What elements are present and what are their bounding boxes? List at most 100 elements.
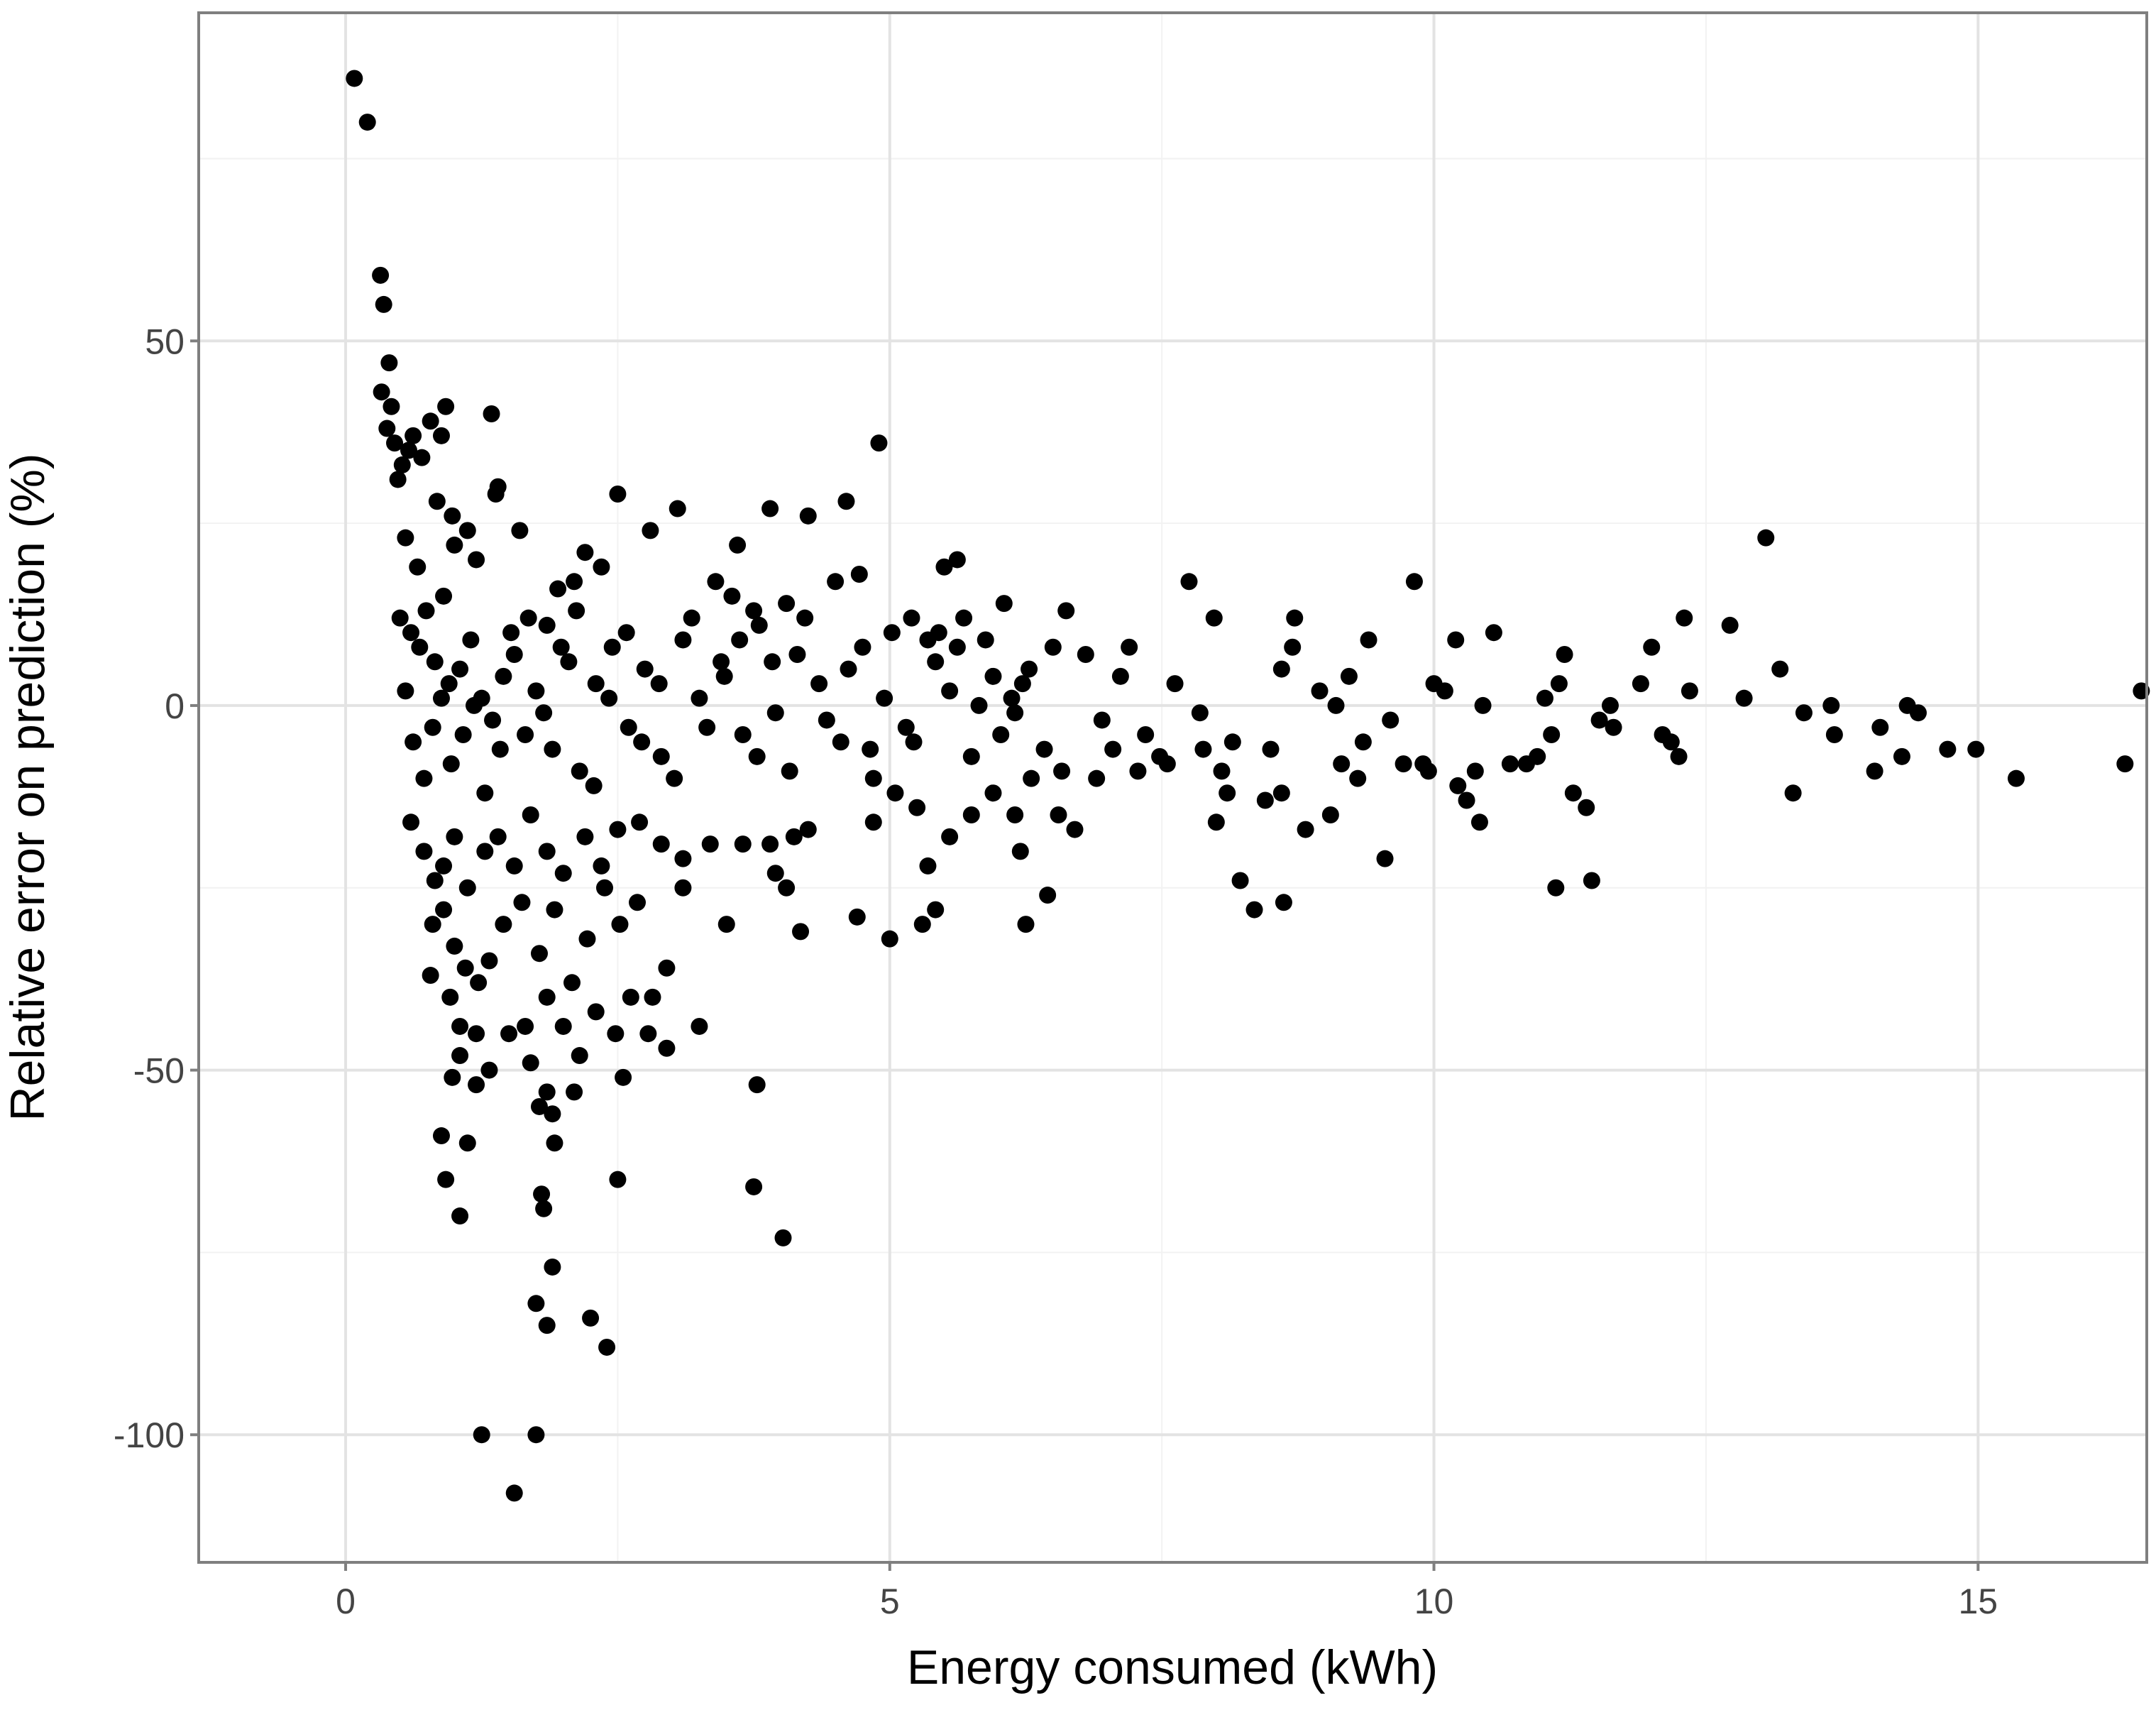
data-point (1039, 887, 1057, 904)
data-point (674, 850, 692, 867)
data-point (435, 901, 453, 919)
data-point (611, 916, 629, 933)
data-point (391, 609, 409, 627)
data-point (698, 718, 716, 736)
data-point (571, 762, 588, 780)
data-point (717, 916, 735, 933)
x-axis-title: Energy consumed (kWh) (907, 1640, 1438, 1694)
data-point (1485, 624, 1502, 642)
data-point (788, 646, 806, 664)
y-tick-label: -50 (133, 1051, 185, 1091)
x-tick-label: 0 (336, 1582, 356, 1621)
data-point (761, 835, 779, 853)
data-point (1822, 696, 1840, 714)
data-point (652, 835, 670, 853)
data-point (1536, 689, 1553, 707)
data-point (587, 675, 605, 693)
data-point (870, 434, 888, 452)
data-point (955, 609, 973, 627)
data-point (1166, 675, 1184, 693)
data-point (731, 631, 749, 649)
data-point (517, 726, 534, 744)
data-point (1121, 638, 1138, 656)
data-point (897, 718, 915, 736)
data-point (1006, 704, 1024, 722)
data-point (1556, 646, 1573, 664)
data-point (568, 602, 585, 620)
plot-background (199, 13, 2147, 1562)
data-point (734, 835, 752, 853)
data-point (530, 945, 548, 963)
data-point (519, 609, 537, 627)
data-point (1501, 755, 1519, 773)
data-point (622, 988, 639, 1006)
data-point (1466, 762, 1484, 780)
data-point (400, 442, 417, 459)
data-point (432, 1127, 450, 1145)
data-point (850, 566, 868, 583)
data-point (544, 740, 561, 758)
y-tick-label: 0 (165, 686, 185, 726)
data-point (535, 1200, 553, 1217)
data-point (462, 631, 480, 649)
data-point (941, 828, 959, 845)
data-point (840, 660, 857, 678)
data-point (1013, 675, 1031, 693)
data-point (1223, 733, 1241, 751)
data-point (984, 667, 1002, 685)
data-point (375, 295, 392, 313)
data-point (1825, 726, 1843, 744)
data-point (346, 70, 363, 87)
data-point (424, 718, 441, 736)
data-point (538, 988, 556, 1006)
data-point (1035, 740, 1053, 758)
data-point (2116, 755, 2134, 773)
data-point (544, 1258, 561, 1276)
data-point (992, 726, 1010, 744)
data-point (691, 689, 708, 707)
data-point (1104, 740, 1122, 758)
data-point (609, 486, 627, 503)
data-point (1354, 733, 1372, 751)
data-point (1405, 573, 1423, 591)
data-point (538, 616, 556, 634)
data-point (1003, 689, 1021, 707)
data-point (919, 857, 937, 875)
data-point (554, 865, 572, 882)
data-point (658, 1039, 676, 1057)
data-point (764, 653, 781, 671)
data-point (1447, 631, 1465, 649)
data-point (1360, 631, 1377, 649)
data-point (456, 959, 474, 977)
data-point (563, 974, 581, 992)
data-point (1021, 660, 1038, 678)
data-point (886, 784, 904, 802)
data-point (881, 930, 898, 948)
data-point (607, 1025, 625, 1043)
data-point (1517, 755, 1535, 773)
data-point (417, 602, 435, 620)
data-point (748, 747, 766, 765)
x-tick-label: 5 (880, 1582, 900, 1621)
data-point (1757, 529, 1775, 547)
data-point (1219, 784, 1236, 802)
data-point (476, 784, 494, 802)
data-point (571, 1047, 588, 1065)
data-point (707, 573, 725, 591)
data-point (633, 733, 651, 751)
data-point (1939, 740, 1957, 758)
data-point (1550, 675, 1568, 693)
data-point (1275, 894, 1292, 911)
data-point (1458, 791, 1475, 809)
data-point (491, 740, 509, 758)
data-point (642, 522, 659, 539)
data-point (546, 901, 563, 919)
data-point (446, 828, 463, 845)
data-point (428, 493, 446, 510)
data-point (522, 1054, 539, 1072)
data-point (458, 522, 476, 539)
data-point (435, 857, 453, 875)
data-point (1066, 821, 1084, 838)
